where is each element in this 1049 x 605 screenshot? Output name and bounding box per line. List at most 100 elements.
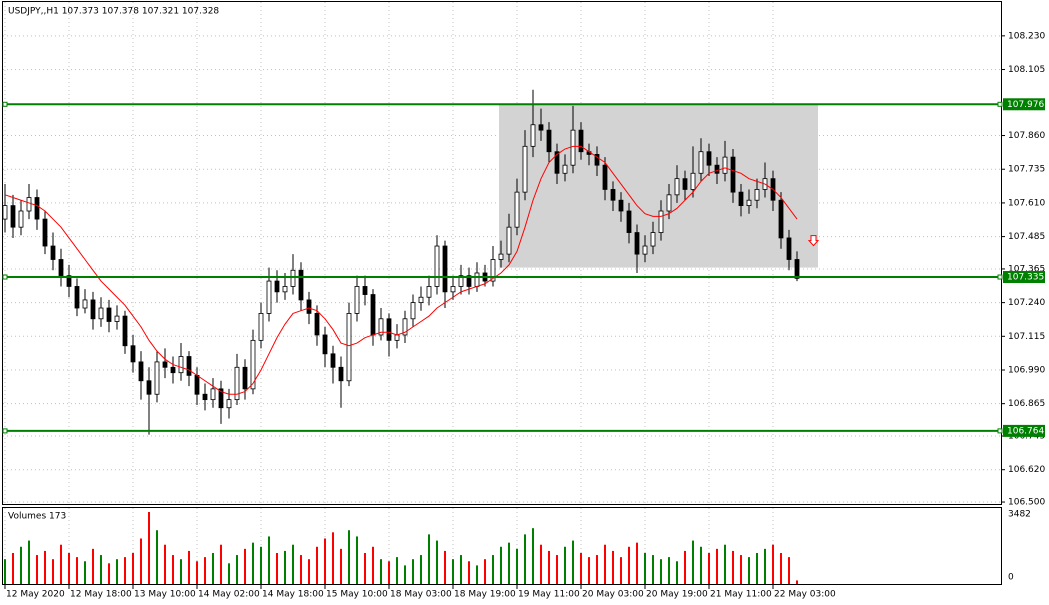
candle-body xyxy=(154,361,160,395)
candle-body xyxy=(82,299,88,309)
moving-average xyxy=(4,145,798,395)
level-handle xyxy=(2,428,8,434)
candle-body xyxy=(138,361,144,382)
x-tick-label: 22 May 03:00 xyxy=(774,590,836,600)
candle-body xyxy=(378,318,384,336)
candle-body xyxy=(90,299,96,320)
candle-body xyxy=(562,164,568,174)
y-tick-label: 106.990 xyxy=(1008,365,1045,375)
candle-body xyxy=(442,245,448,293)
candle-body xyxy=(26,197,32,212)
y-tick-label: 107.485 xyxy=(1008,232,1045,242)
level-label-bg xyxy=(1003,98,1045,111)
candle-body xyxy=(274,280,280,293)
level-label-bg xyxy=(1003,271,1045,284)
y-tick-label: 106.620 xyxy=(1008,465,1045,475)
candle-body xyxy=(698,151,704,174)
level-handle xyxy=(997,428,1003,434)
y-tick-label: 106.500 xyxy=(1008,498,1045,508)
candle-body xyxy=(202,393,208,401)
candle-body xyxy=(618,199,624,212)
candle-body xyxy=(474,272,480,287)
candle-body xyxy=(650,232,656,247)
candle-body xyxy=(554,151,560,174)
x-tick-label: 13 May 10:00 xyxy=(134,590,196,600)
candle-body xyxy=(194,374,200,395)
candle-body xyxy=(658,210,664,233)
candle-body xyxy=(298,269,304,301)
candle-body xyxy=(34,197,40,220)
volume-tick-label: 3482 xyxy=(1008,510,1031,520)
candle-body xyxy=(218,388,224,409)
volume-title: Volumes 173 xyxy=(8,512,66,522)
candle-body xyxy=(426,286,432,298)
y-tick-label: 107.365 xyxy=(1008,264,1045,274)
candle-body xyxy=(738,191,744,207)
candle-body xyxy=(778,199,784,239)
candle-body xyxy=(610,189,616,201)
candle-body xyxy=(746,199,752,207)
y-tick-label: 106.865 xyxy=(1008,399,1045,409)
candle-body xyxy=(514,191,520,228)
level-handle xyxy=(997,101,1003,107)
candle-body xyxy=(418,296,424,304)
candle-body xyxy=(674,178,680,196)
candle-body xyxy=(682,178,688,190)
candle-body xyxy=(290,269,296,287)
chart-header: USDJPY,,H1 107.373 107.378 107.321 107.3… xyxy=(8,7,219,17)
candle-body xyxy=(322,334,328,355)
candle-body xyxy=(498,253,504,260)
candle-body xyxy=(74,286,80,309)
x-tick-label: 14 May 02:00 xyxy=(198,590,260,600)
level-handle xyxy=(2,101,8,107)
candle-body xyxy=(258,313,264,341)
x-tick-label: 12 May 2020 xyxy=(6,590,65,600)
level-label-bg xyxy=(1003,424,1045,437)
candle-body xyxy=(530,124,536,147)
candle-body xyxy=(210,388,216,401)
candle-body xyxy=(546,129,552,153)
candle-body xyxy=(114,315,120,322)
candle-body xyxy=(626,210,632,233)
candle-body xyxy=(250,339,256,390)
x-tick-label: 19 May 11:00 xyxy=(518,590,580,600)
candle-body xyxy=(122,315,128,347)
candle-body xyxy=(226,399,232,409)
y-tick-label: 107.240 xyxy=(1008,298,1045,308)
candle-body xyxy=(434,245,440,287)
sell-arrow xyxy=(807,235,820,247)
y-tick-label: 108.230 xyxy=(1008,31,1045,41)
candle-body xyxy=(450,286,456,293)
candle-body xyxy=(162,361,168,368)
x-tick-label: 20 May 19:00 xyxy=(646,590,708,600)
candle-body xyxy=(570,129,576,166)
candle-body xyxy=(522,145,528,193)
level-label: 107.335 xyxy=(1007,273,1044,283)
candle-body xyxy=(594,154,600,166)
candle-body xyxy=(146,380,152,395)
candle-body xyxy=(394,334,400,341)
candle-body xyxy=(490,259,496,282)
candle-body xyxy=(602,164,608,190)
candle-body xyxy=(346,313,352,382)
candle-body xyxy=(402,318,408,336)
candle-body xyxy=(730,156,736,193)
candle-body xyxy=(690,172,696,190)
candle-body xyxy=(706,151,712,166)
candle-body xyxy=(178,356,184,374)
x-tick-label: 18 May 03:00 xyxy=(390,590,452,600)
y-tick-label: 108.105 xyxy=(1008,65,1045,75)
volume-tick-label: 0 xyxy=(1008,573,1014,583)
candle-body xyxy=(506,226,512,255)
candle-body xyxy=(306,299,312,314)
level-label: 106.764 xyxy=(1007,426,1044,436)
y-tick-label: 107.860 xyxy=(1008,131,1045,141)
candle-body xyxy=(362,286,368,295)
candle-body xyxy=(282,286,288,293)
candle-body xyxy=(106,307,112,322)
candle-body xyxy=(794,259,800,279)
y-tick-label: 107.610 xyxy=(1008,198,1045,208)
candle-body xyxy=(538,124,544,131)
candle-body xyxy=(314,313,320,336)
